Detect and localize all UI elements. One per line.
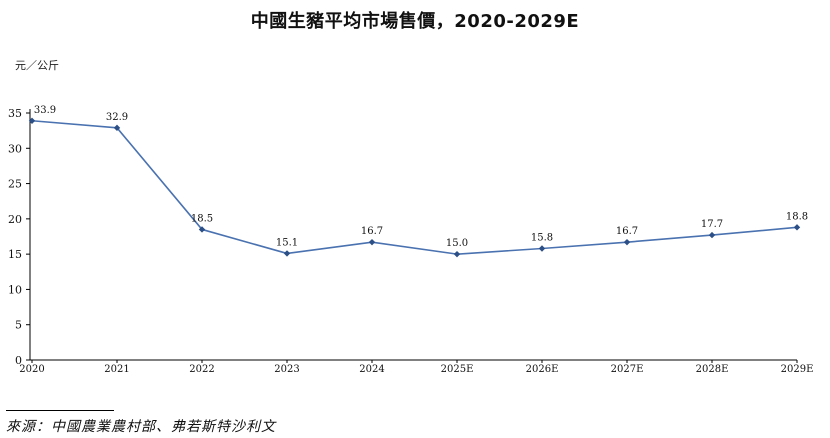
data-point-marker — [28, 117, 36, 124]
y-axis-unit-label: 元／公斤 — [15, 59, 59, 72]
data-point-marker — [113, 124, 121, 132]
data-value-label: 15.1 — [276, 237, 298, 248]
data-value-label: 17.7 — [701, 219, 723, 230]
data-point-marker — [793, 224, 801, 231]
data-point-marker — [283, 250, 291, 257]
data-point-marker — [198, 226, 206, 233]
y-tick-label: 30 — [8, 142, 22, 155]
data-value-label: 18.5 — [191, 213, 213, 224]
chart-title: 中國生豬平均市場售價，2020-2029E — [250, 11, 580, 32]
x-tick-label: 2021 — [104, 364, 129, 375]
x-tick-label: 2029E — [781, 364, 814, 375]
data-value-label: 32.9 — [106, 112, 128, 123]
data-value-label: 16.7 — [616, 226, 638, 237]
data-value-label: 15.8 — [531, 232, 553, 243]
x-tick-label: 2026E — [526, 364, 559, 375]
y-tick-label: 35 — [8, 107, 22, 120]
data-value-label: 18.8 — [786, 211, 808, 222]
y-tick-label: 0 — [15, 354, 22, 367]
source-note: 來源：中國農業農村部、弗若斯特沙利文 — [6, 419, 276, 435]
data-point-marker — [708, 231, 716, 239]
y-tick-label: 20 — [8, 213, 22, 226]
data-value-label: 16.7 — [361, 226, 383, 237]
x-tick-label: 2020 — [19, 364, 44, 375]
x-tick-label: 2027E — [611, 364, 644, 375]
y-tick-label: 10 — [8, 283, 22, 296]
x-tick-label: 2025E — [441, 364, 474, 375]
x-tick-label: 2023 — [274, 364, 299, 375]
x-tick-label: 2024 — [359, 364, 384, 375]
y-tick-label: 15 — [8, 248, 22, 261]
data-value-label: 15.0 — [446, 238, 468, 249]
data-value-label: 33.9 — [34, 105, 56, 116]
data-point-marker — [368, 238, 376, 246]
x-tick-label: 2022 — [189, 364, 214, 375]
x-tick-label: 2028E — [696, 364, 729, 375]
y-tick-label: 5 — [15, 319, 22, 332]
series-line — [31, 119, 798, 255]
data-point-marker — [623, 238, 631, 246]
source-divider — [6, 410, 114, 411]
y-tick-label: 25 — [8, 178, 22, 191]
data-point-marker — [538, 245, 546, 252]
data-point-marker — [453, 250, 461, 258]
